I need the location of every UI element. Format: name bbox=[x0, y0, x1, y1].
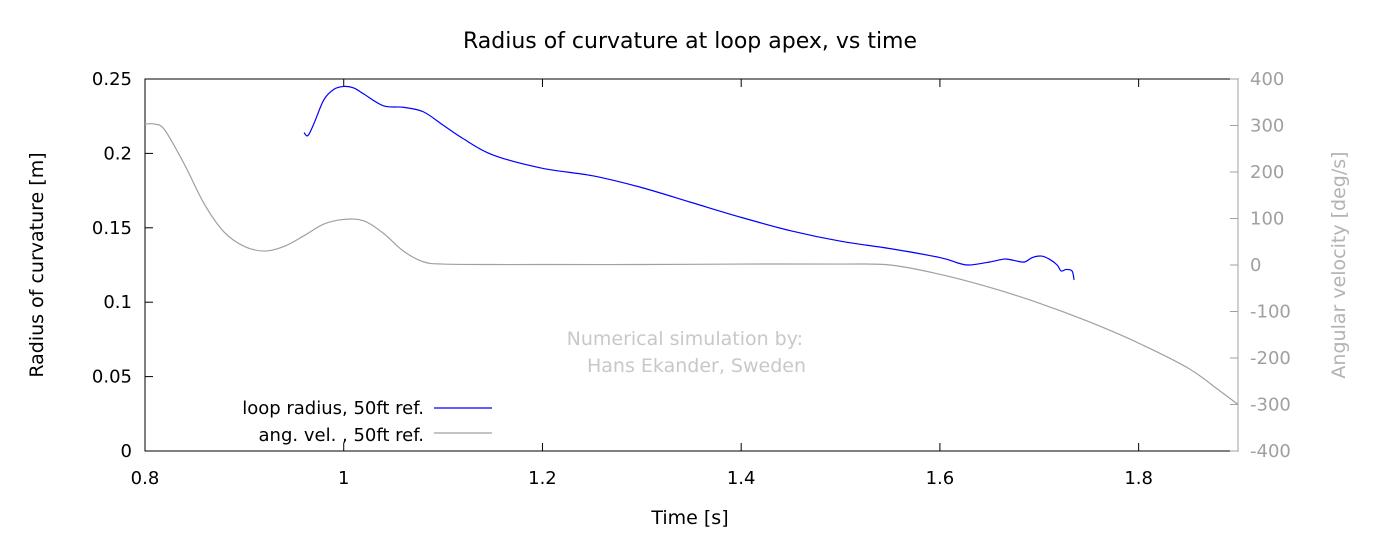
y2-tick-label: 200 bbox=[1250, 162, 1284, 183]
y2-tick-label: -100 bbox=[1250, 302, 1291, 323]
y-tick-label: 0.1 bbox=[103, 292, 132, 313]
x-axis-ticks: 0.8 1 1.2 1.4 1.6 1.8 bbox=[131, 79, 1153, 489]
y-tick-label: 0.05 bbox=[92, 367, 132, 388]
y2-tick-label: 0 bbox=[1250, 255, 1261, 276]
y2-axis-ticks: -400 -300 -200 -100 0 100 200 300 400 bbox=[1230, 69, 1291, 462]
x-tick-label: 0.8 bbox=[131, 468, 160, 489]
x-tick-label: 1.2 bbox=[528, 468, 557, 489]
y-tick-label: 0.15 bbox=[92, 218, 132, 239]
y2-tick-label: -200 bbox=[1250, 348, 1291, 369]
y2-tick-label: -300 bbox=[1250, 395, 1291, 416]
annotation-line-2: Hans Ekander, Sweden bbox=[587, 355, 806, 377]
y2-tick-label: 300 bbox=[1250, 116, 1284, 137]
legend-label-loop-radius: loop radius, 50ft ref. bbox=[242, 398, 424, 419]
legend: loop radius, 50ft ref. ang. vel. , 50ft … bbox=[242, 398, 492, 446]
series-line-loop-radius bbox=[303, 85, 1075, 281]
y-tick-label: 0.2 bbox=[103, 143, 132, 164]
y-axis-ticks: 0 0.05 0.1 0.15 0.2 0.25 bbox=[92, 69, 153, 462]
y2-axis-label: Angular velocity [deg/s] bbox=[1328, 151, 1350, 378]
series-layer bbox=[144, 85, 1239, 405]
y-tick-label: 0 bbox=[121, 441, 132, 462]
series-line-ang-vel bbox=[144, 123, 1239, 405]
x-tick-label: 1.4 bbox=[727, 468, 756, 489]
legend-label-ang-vel: ang. vel. , 50ft ref. bbox=[259, 425, 424, 446]
y2-tick-label: 400 bbox=[1250, 69, 1284, 90]
x-tick-label: 1.8 bbox=[1124, 468, 1153, 489]
x-tick-label: 1.6 bbox=[926, 468, 955, 489]
y-axis-label: Radius of curvature [m] bbox=[26, 152, 48, 377]
y2-tick-label: -400 bbox=[1250, 441, 1291, 462]
annotation: Numerical simulation by: Hans Ekander, S… bbox=[567, 328, 806, 377]
x-axis-label: Time [s] bbox=[650, 507, 728, 529]
chart-title: Radius of curvature at loop apex, vs tim… bbox=[463, 29, 917, 54]
annotation-line-1: Numerical simulation by: bbox=[567, 328, 803, 350]
x-tick-label: 1 bbox=[338, 468, 349, 489]
y2-tick-label: 100 bbox=[1250, 209, 1284, 230]
y-tick-label: 0.25 bbox=[92, 69, 132, 90]
